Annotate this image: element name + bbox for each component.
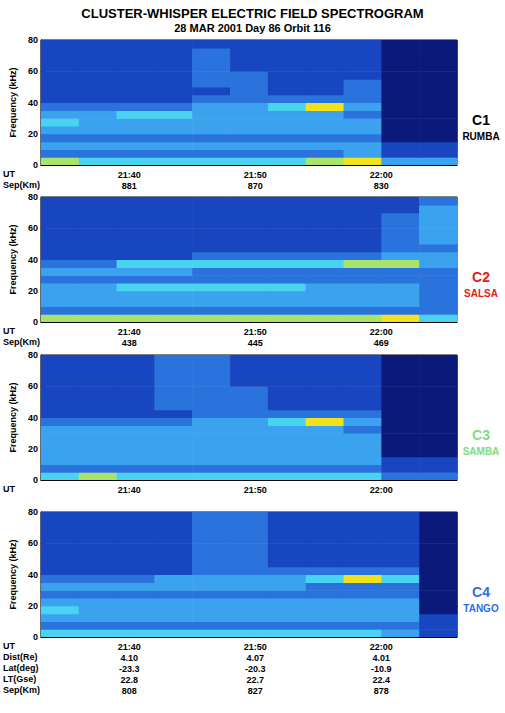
svg-text:878: 878 [374, 686, 389, 696]
svg-text:LT(Gse): LT(Gse) [3, 674, 36, 684]
svg-text:80: 80 [28, 507, 38, 517]
svg-text:60: 60 [28, 66, 38, 76]
svg-text:Frequency (kHz): Frequency (kHz) [8, 224, 18, 294]
svg-text:UT: UT [3, 169, 15, 179]
svg-text:80: 80 [28, 35, 38, 45]
svg-text:60: 60 [28, 223, 38, 233]
svg-text:-10.9: -10.9 [371, 664, 392, 674]
svg-text:469: 469 [374, 338, 389, 348]
svg-text:UT: UT [3, 326, 15, 336]
svg-text:438: 438 [122, 338, 137, 348]
svg-text:40: 40 [28, 98, 38, 108]
svg-text:SAMBA: SAMBA [463, 446, 500, 457]
svg-text:21:50: 21:50 [244, 170, 267, 180]
svg-text:80: 80 [28, 192, 38, 202]
svg-text:80: 80 [28, 350, 38, 360]
svg-text:827: 827 [248, 686, 263, 696]
svg-text:-20.3: -20.3 [245, 664, 266, 674]
svg-text:445: 445 [248, 338, 263, 348]
svg-text:0: 0 [33, 160, 38, 170]
svg-text:4.10: 4.10 [120, 653, 138, 663]
svg-text:870: 870 [248, 181, 263, 191]
svg-text:28 MAR 2001 Day 86 Orbit 116: 28 MAR 2001 Day 86 Orbit 116 [174, 22, 331, 34]
svg-text:SALSA: SALSA [464, 288, 498, 299]
svg-text:CLUSTER-WHISPER ELECTRIC FIELD: CLUSTER-WHISPER ELECTRIC FIELD SPECTROGR… [81, 6, 423, 21]
svg-text:4.07: 4.07 [246, 653, 264, 663]
svg-text:60: 60 [28, 381, 38, 391]
svg-text:40: 40 [28, 570, 38, 580]
svg-text:Frequency (kHz): Frequency (kHz) [8, 67, 18, 137]
svg-text:0: 0 [33, 632, 38, 642]
svg-text:40: 40 [28, 255, 38, 265]
svg-text:Lat(deg): Lat(deg) [3, 663, 39, 673]
svg-text:830: 830 [374, 181, 389, 191]
svg-text:40: 40 [28, 413, 38, 423]
svg-text:Sep(Km): Sep(Km) [3, 685, 40, 695]
svg-text:21:40: 21:40 [118, 642, 141, 652]
svg-text:21:40: 21:40 [118, 327, 141, 337]
svg-text:22.7: 22.7 [246, 675, 264, 685]
svg-text:Dist(Re): Dist(Re) [3, 652, 38, 662]
svg-text:21:40: 21:40 [118, 170, 141, 180]
svg-text:20: 20 [28, 601, 38, 611]
svg-text:808: 808 [122, 686, 137, 696]
svg-text:Frequency (kHz): Frequency (kHz) [8, 539, 18, 609]
svg-text:C2: C2 [472, 269, 490, 285]
svg-text:Sep(Km): Sep(Km) [3, 180, 40, 190]
svg-text:22.4: 22.4 [373, 675, 391, 685]
svg-text:0: 0 [33, 317, 38, 327]
svg-text:881: 881 [122, 181, 137, 191]
svg-text:22:00: 22:00 [370, 642, 393, 652]
svg-text:RUMBA: RUMBA [462, 131, 499, 142]
svg-text:UT: UT [3, 484, 15, 494]
svg-text:60: 60 [28, 538, 38, 548]
svg-text:C4: C4 [472, 584, 490, 600]
svg-text:22:00: 22:00 [370, 170, 393, 180]
svg-text:21:50: 21:50 [244, 327, 267, 337]
svg-text:Frequency (kHz): Frequency (kHz) [8, 382, 18, 452]
svg-text:22:00: 22:00 [370, 327, 393, 337]
svg-text:22:00: 22:00 [370, 485, 393, 495]
svg-text:21:50: 21:50 [244, 642, 267, 652]
svg-text:C3: C3 [472, 427, 490, 443]
svg-text:-23.3: -23.3 [119, 664, 140, 674]
svg-text:UT: UT [3, 641, 15, 651]
svg-text:22.8: 22.8 [120, 675, 138, 685]
svg-text:20: 20 [28, 129, 38, 139]
svg-text:4.01: 4.01 [373, 653, 391, 663]
svg-text:Sep(Km): Sep(Km) [3, 337, 40, 347]
svg-text:20: 20 [28, 444, 38, 454]
svg-text:C1: C1 [472, 112, 490, 128]
svg-text:0: 0 [33, 475, 38, 485]
svg-text:TANGO: TANGO [463, 603, 499, 614]
svg-text:21:40: 21:40 [118, 485, 141, 495]
svg-text:20: 20 [28, 286, 38, 296]
svg-text:21:50: 21:50 [244, 485, 267, 495]
